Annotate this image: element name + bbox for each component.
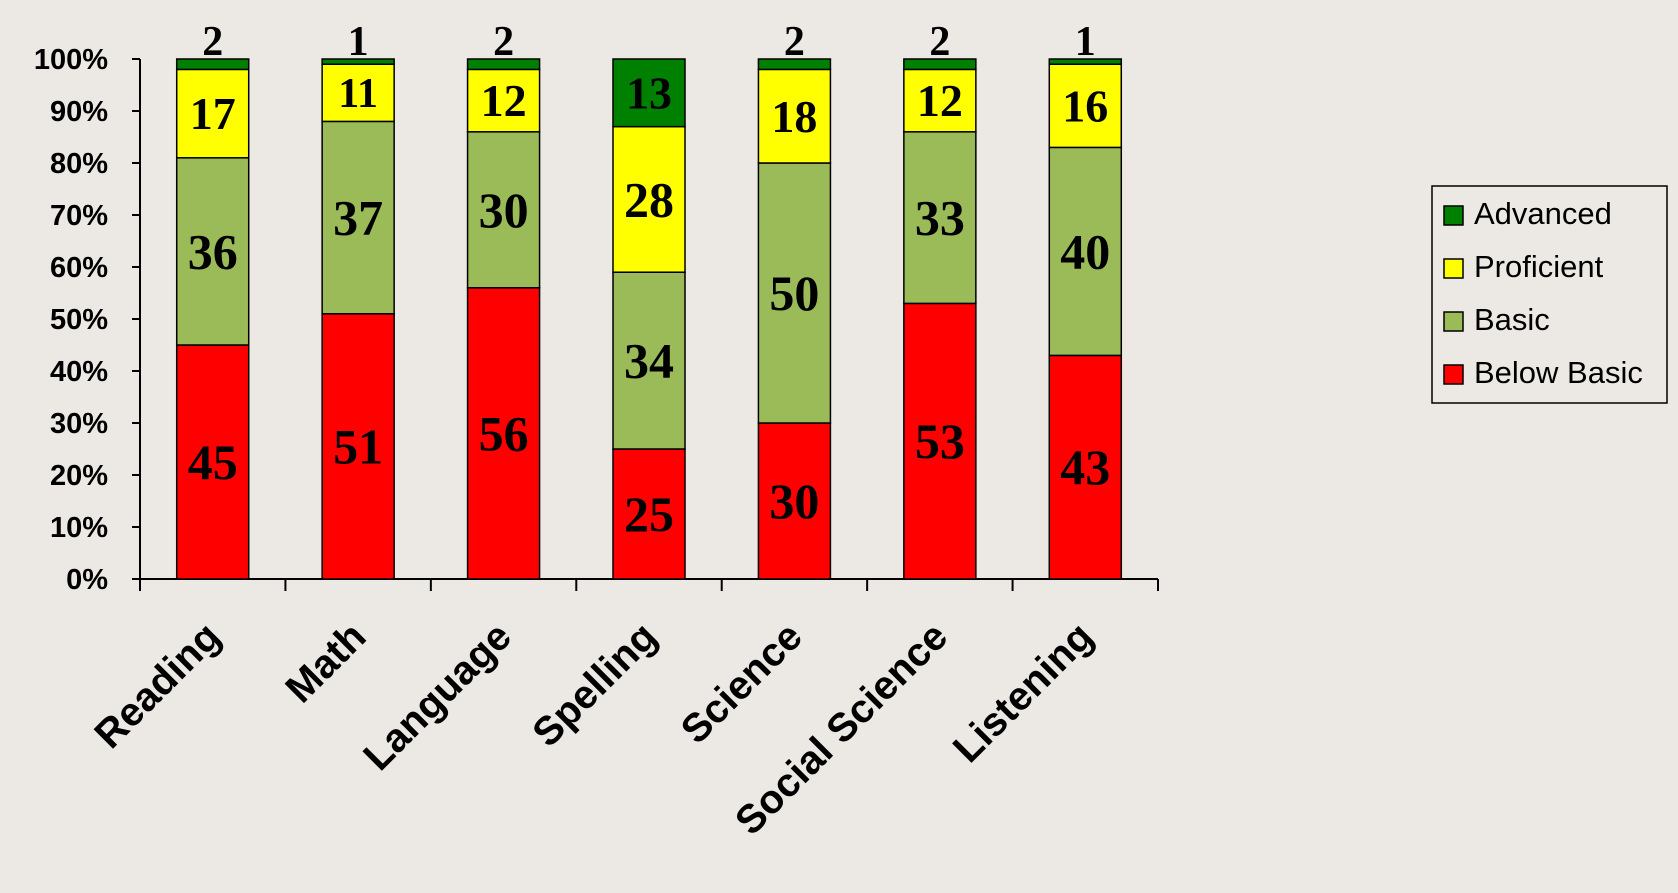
bar-segment — [612, 58, 686, 128]
data-label: 53 — [915, 413, 965, 469]
bar-segment — [466, 287, 541, 580]
data-label: 12 — [481, 75, 527, 126]
bar-segment — [903, 302, 977, 580]
bar-segment — [903, 131, 977, 305]
bar-segment — [1048, 354, 1123, 580]
data-label: 50 — [769, 265, 819, 321]
legend-label: Proficient — [1474, 249, 1604, 284]
data-label: 2 — [784, 19, 805, 65]
data-label: 16 — [1062, 80, 1108, 131]
data-label: 1 — [1075, 19, 1096, 65]
data-label: 34 — [624, 333, 674, 389]
x-tick-label: Spelling — [524, 614, 665, 755]
bar-segment — [757, 422, 832, 580]
bar-segment — [466, 131, 541, 289]
legend-swatch — [1443, 258, 1464, 279]
data-label: 36 — [188, 223, 238, 279]
bar-segment — [1048, 63, 1123, 149]
bar-segment — [175, 157, 250, 346]
bar-segment — [1048, 58, 1123, 65]
data-label: 2 — [202, 19, 223, 65]
y-tick-label: 20% — [50, 460, 108, 492]
y-tick-label: 40% — [50, 356, 108, 388]
bar-segment — [321, 58, 395, 65]
bar-segment — [466, 58, 541, 71]
bar-segment — [757, 58, 832, 71]
bar-segment — [1048, 146, 1123, 357]
data-label: 18 — [771, 91, 817, 142]
bar-segment — [175, 58, 250, 71]
bar-segment — [612, 448, 686, 580]
y-tick-label: 90% — [50, 96, 108, 128]
legend-swatch — [1443, 364, 1464, 385]
legend-label: Below Basic — [1474, 355, 1643, 390]
legend-label: Basic — [1474, 302, 1550, 337]
data-label: 28 — [624, 171, 674, 227]
bar-segment — [612, 125, 686, 273]
data-label: 56 — [479, 405, 529, 461]
data-label: 11 — [338, 71, 378, 117]
data-label: 17 — [190, 88, 236, 139]
y-tick-label: 10% — [50, 512, 108, 544]
y-tick-label: 100% — [34, 44, 108, 76]
bar-segment — [612, 271, 686, 450]
bar-segment — [757, 162, 832, 424]
bar-segment — [321, 313, 395, 580]
data-label: 30 — [479, 182, 529, 238]
data-label: 2 — [493, 19, 514, 65]
data-label: 25 — [624, 486, 674, 542]
bar-segment — [175, 344, 250, 580]
bar-segment — [321, 63, 395, 123]
legend-box — [1431, 185, 1668, 404]
y-tick-label: 0% — [66, 564, 108, 596]
data-label: 2 — [929, 19, 950, 65]
data-label: 33 — [915, 190, 965, 246]
data-label: 30 — [769, 473, 819, 529]
data-label: 43 — [1060, 439, 1110, 495]
data-label: 12 — [917, 75, 963, 126]
y-tick-label: 70% — [50, 200, 108, 232]
x-tick-label: Reading — [86, 614, 229, 757]
data-label: 13 — [626, 67, 672, 118]
legend-swatch — [1443, 205, 1464, 226]
y-tick-label: 60% — [50, 252, 108, 284]
x-tick-label: Listening — [945, 614, 1102, 771]
data-label: 45 — [188, 434, 238, 490]
data-label: 51 — [333, 418, 383, 474]
bar-segment — [466, 68, 541, 133]
legend-swatch — [1443, 311, 1464, 332]
data-label: 37 — [333, 190, 383, 246]
bar-segment — [903, 58, 977, 71]
x-tick-label: Language — [355, 614, 520, 779]
data-label: 1 — [348, 19, 369, 65]
data-label: 40 — [1060, 223, 1110, 279]
y-tick-label: 30% — [50, 408, 108, 440]
x-tick-label: Science — [673, 614, 811, 752]
x-tick-label: Math — [277, 614, 374, 711]
legend-label: Advanced — [1474, 196, 1612, 231]
y-tick-label: 80% — [50, 148, 108, 180]
y-tick-label: 50% — [50, 304, 108, 336]
bar-segment — [321, 120, 395, 315]
